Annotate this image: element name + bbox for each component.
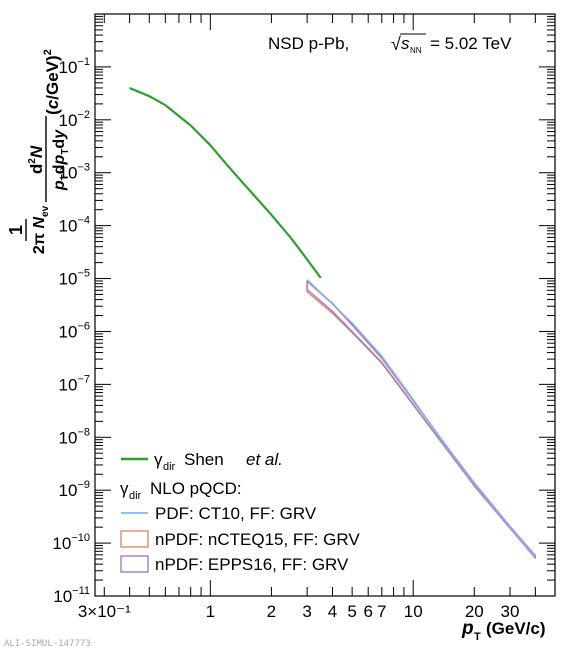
x-tick-label: 7	[377, 602, 386, 621]
annotation: NSD p-Pb, √ s NN = 5.02 TeV	[268, 33, 512, 55]
series-line-shen	[129, 86, 322, 279]
y-tick-label: 10−5	[59, 268, 90, 289]
x-tick-label: 5	[347, 602, 356, 621]
x-axis-title: p T (GeV/c)	[461, 618, 546, 643]
legend-swatch-epps16	[120, 555, 149, 573]
x-axis-ticks: 3×10⁻¹ 1 2 3 4 5 6 7 10 20 30	[78, 14, 556, 621]
x-tick-label: 2	[267, 602, 276, 621]
legend-shen-sub: dir	[163, 461, 176, 473]
x-axis-title-sub: T	[474, 631, 481, 643]
y-tick-label: 10−10	[52, 532, 90, 553]
x-tick-label: 30	[501, 602, 520, 621]
svg-text:(c/GeV)2: (c/GeV)2	[42, 49, 62, 115]
x-axis-title-unit: (GeV/c)	[486, 619, 546, 638]
x-tick-label: 6	[363, 602, 372, 621]
legend: γ dir Shen et al. γ dir NLO pQCD: PDF: C…	[120, 450, 360, 574]
y-tick-label: 10−2	[59, 109, 90, 130]
legend-swatch-ncteq15	[120, 530, 149, 548]
x-tick-label: 4	[328, 602, 337, 621]
y-tick-label: 10−1	[59, 56, 90, 77]
y-tick-label: 10−11	[53, 585, 90, 606]
x-tick-label: 10	[404, 602, 423, 621]
legend-item-ct10: PDF: CT10, FF: GRV	[155, 504, 317, 523]
y-tick-label: 10−8	[59, 426, 90, 447]
series-band-epps16	[306, 280, 536, 559]
legend-header-symbol: γ	[120, 479, 129, 498]
series-layer	[129, 86, 536, 559]
y-tick-label: 10−9	[59, 479, 90, 500]
sqrt-s: s	[401, 34, 410, 53]
svg-text:2π Nev: 2π Nev	[31, 205, 51, 254]
watermark: ALI-SIMUL-147773	[4, 639, 91, 649]
annotation-system: NSD p-Pb,	[268, 34, 349, 53]
plot-frame	[94, 13, 556, 597]
legend-header-text: NLO pQCD:	[150, 479, 242, 498]
svg-text:d2N: d2N	[27, 145, 46, 174]
x-tick-label: 1	[206, 602, 215, 621]
sqrt-symbol: √	[391, 34, 401, 54]
y-tick-label: 10−6	[59, 320, 90, 341]
svg-text:1: 1	[6, 225, 26, 235]
legend-item-epps16: nPDF: EPPS16, FF: GRV	[155, 555, 349, 574]
legend-shen-text: Shen	[184, 450, 224, 469]
y-tick-label: 10−4	[59, 215, 90, 236]
legend-shen-italic: et al.	[246, 450, 283, 469]
y-tick-label: 10−3	[59, 162, 90, 183]
legend-shen-symbol: γ	[154, 450, 163, 469]
sqrt-s-sub: NN	[410, 46, 422, 55]
annotation-energy: = 5.02 TeV	[430, 34, 512, 53]
x-tick-label: 3	[302, 602, 311, 621]
legend-item-ncteq15: nPDF: nCTEQ15, FF: GRV	[155, 530, 360, 549]
y-tick-label: 10−7	[59, 373, 90, 394]
x-axis-title-main: p	[461, 618, 474, 639]
y-axis-ticks: 10−1 10−2 10−3 10−4 10−5 10−6 10−7 10−8 10−9 10−1…	[52, 13, 555, 606]
x-tick-label: 3×10⁻¹	[78, 602, 131, 621]
legend-header-sub: dir	[129, 490, 142, 502]
series-line-ct10	[306, 279, 536, 558]
x-tick-label: 20	[465, 602, 484, 621]
